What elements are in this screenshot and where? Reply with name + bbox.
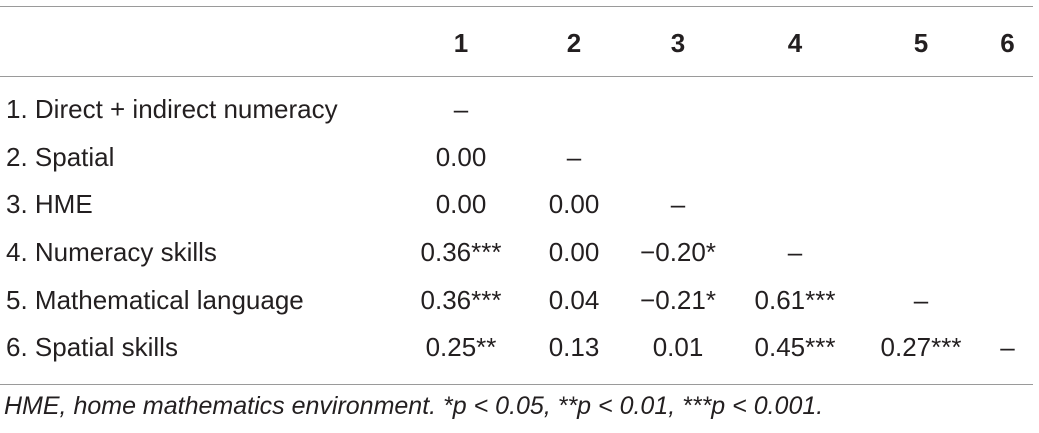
correlation-table: 1 2 3 4 5 6 1. Direct + indirect numerac… <box>0 20 1035 372</box>
header-cell-4: 4 <box>787 27 803 58</box>
table-cell: – <box>1000 332 1015 363</box>
table-cell: – <box>566 141 582 172</box>
table-cell: 0.04 <box>548 284 600 315</box>
table-cell: – <box>913 284 929 315</box>
table-cell <box>628 134 728 182</box>
header-row: 1 2 3 4 5 6 <box>0 20 1035 66</box>
table-cell <box>862 229 980 277</box>
table-cell <box>980 229 1035 277</box>
row-label: 3. HME <box>6 189 93 220</box>
table-cell <box>728 181 862 229</box>
table-cell: 0.00 <box>548 237 600 268</box>
header-cell-2: 2 <box>566 27 582 58</box>
table-top-rule <box>0 6 1033 7</box>
header-cell-6: 6 <box>1000 27 1015 58</box>
row-label: 5. Mathematical language <box>6 284 304 315</box>
header-cell-blank <box>0 20 402 66</box>
table-cell: 0.00 <box>548 189 600 220</box>
table-cell: 0.36*** <box>420 237 502 268</box>
table-cell <box>728 134 862 182</box>
row-label: 1. Direct + indirect numeracy <box>6 94 338 125</box>
table-cell: −0.21* <box>640 284 716 315</box>
table-cell: 0.13 <box>548 332 600 363</box>
table-row: 5. Mathematical language 0.36*** 0.04 −0… <box>0 276 1035 324</box>
table-footnote: HME, home mathematics environment. *p < … <box>4 392 824 420</box>
table-cell <box>980 181 1035 229</box>
table-cell: 0.36*** <box>420 284 502 315</box>
table-row: 2. Spatial 0.00 – <box>0 134 1035 182</box>
table-row: 3. HME 0.00 0.00 – <box>0 181 1035 229</box>
header-cell-3: 3 <box>670 27 686 58</box>
table-cell: −0.20* <box>640 237 716 268</box>
table-bottom-rule <box>0 384 1033 385</box>
table-cell: 0.61*** <box>754 284 836 315</box>
table-cell: 0.27*** <box>880 332 962 363</box>
row-label: 4. Numeracy skills <box>6 237 217 268</box>
table-cell <box>628 86 728 134</box>
header-cell-1: 1 <box>453 27 469 58</box>
table-cell: 0.00 <box>435 189 487 220</box>
table-cell <box>728 86 862 134</box>
table-cell: – <box>453 94 469 125</box>
table-row: 1. Direct + indirect numeracy – <box>0 86 1035 134</box>
table-cell: 0.01 <box>652 332 704 363</box>
table-cell <box>980 134 1035 182</box>
table-cell: – <box>787 237 803 268</box>
table-cell <box>862 86 980 134</box>
header-cell-5: 5 <box>913 27 929 58</box>
table-row: 4. Numeracy skills 0.36*** 0.00 −0.20* – <box>0 229 1035 277</box>
table-cell: 0.25** <box>425 332 497 363</box>
table-header-rule <box>0 76 1033 77</box>
row-label: 6. Spatial skills <box>6 332 178 363</box>
table-row: 6. Spatial skills 0.25** 0.13 0.01 0.45*… <box>0 324 1035 372</box>
table-cell <box>862 181 980 229</box>
table-cell: – <box>670 189 686 220</box>
table-cell <box>862 134 980 182</box>
table-cell <box>980 86 1035 134</box>
table-cell: 0.00 <box>435 141 487 172</box>
table-cell: 0.45*** <box>754 332 836 363</box>
table-cell <box>980 276 1035 324</box>
row-label: 2. Spatial <box>6 141 115 172</box>
table-cell <box>520 86 628 134</box>
